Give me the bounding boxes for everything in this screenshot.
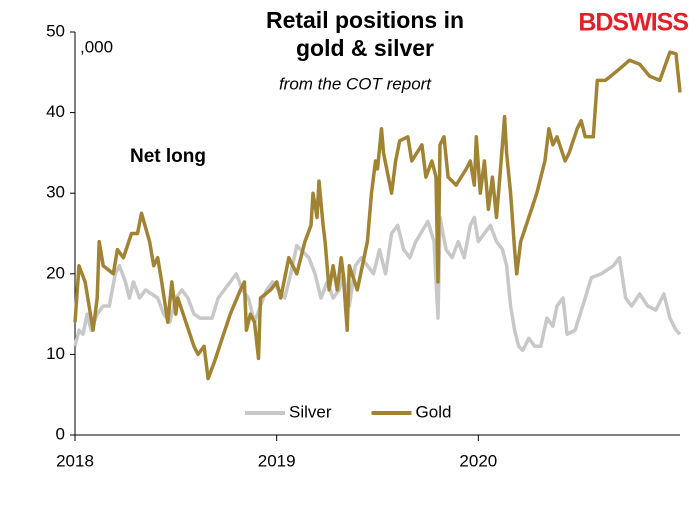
x-tick-label: 2020 <box>459 451 497 470</box>
chart-title: Retail positions in <box>266 7 464 33</box>
logo: BDSWISS <box>578 9 688 37</box>
y-tick-label: 50 <box>46 21 65 40</box>
y-tick-label: 10 <box>46 344 65 363</box>
chart-title: gold & silver <box>296 35 434 61</box>
legend-label: Gold <box>416 402 452 421</box>
legend-label: Silver <box>289 402 332 421</box>
x-tick-label: 2018 <box>56 451 94 470</box>
x-tick-label: 2019 <box>258 451 296 470</box>
y-tick-label: 0 <box>56 424 65 443</box>
series-line <box>73 215 682 353</box>
chart-subtitle: from the COT report <box>279 74 432 93</box>
y-tick-label: 40 <box>46 102 65 121</box>
series-line <box>73 50 682 381</box>
annotation: Net long <box>130 146 206 167</box>
y-tick-label: 30 <box>46 183 65 202</box>
y-tick-label: 20 <box>46 263 65 282</box>
unit-annotation: ,000 <box>80 37 113 56</box>
